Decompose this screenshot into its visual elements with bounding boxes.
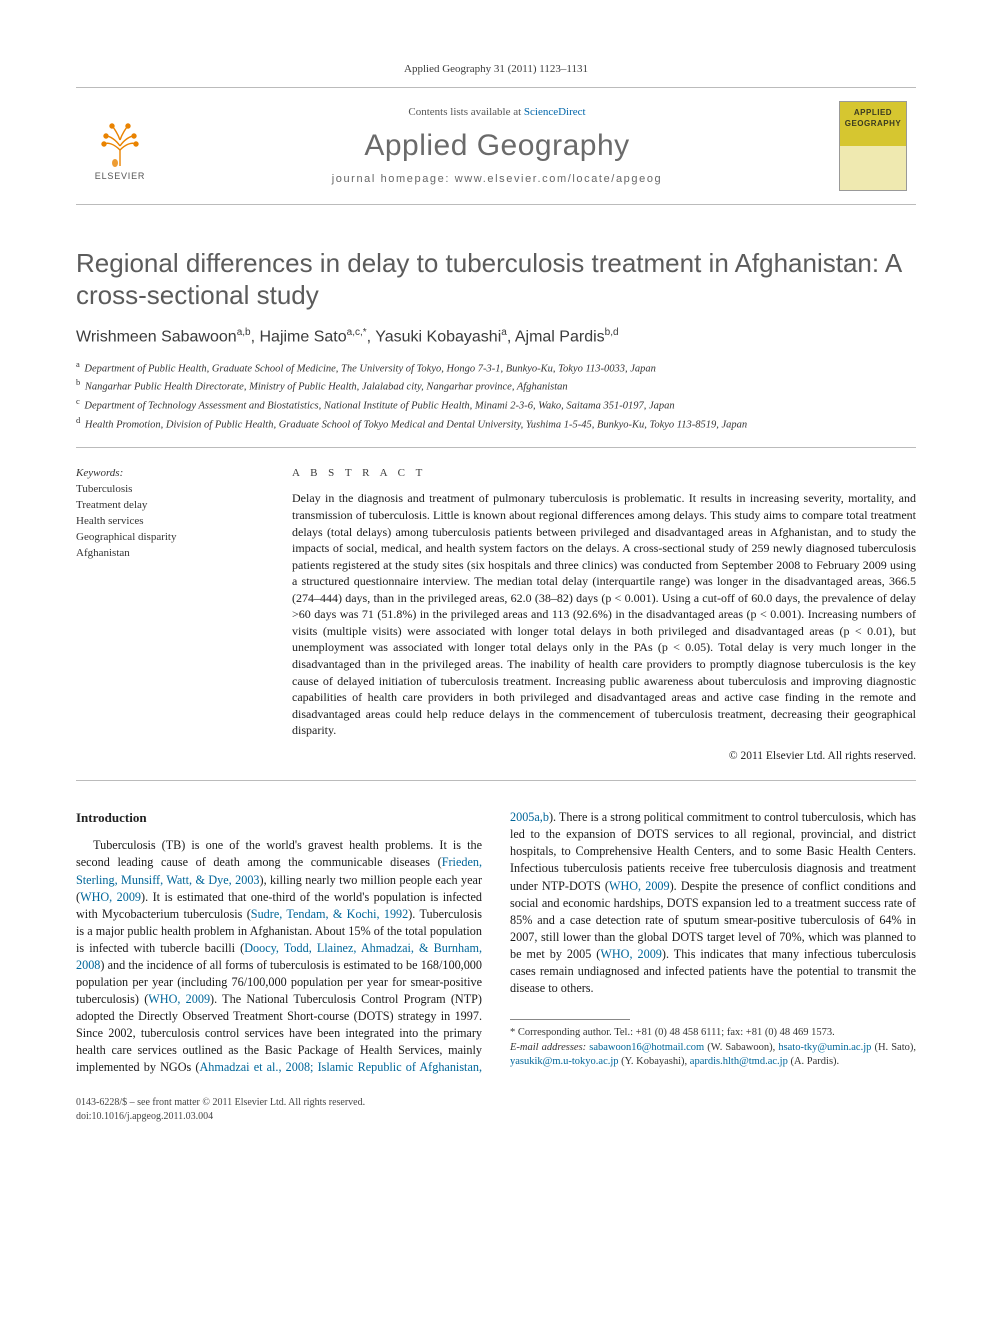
sciencedirect-link[interactable]: ScienceDirect — [524, 106, 586, 118]
abstract-copyright: © 2011 Elsevier Ltd. All rights reserved… — [292, 749, 916, 765]
body-two-column: Introduction Tuberculosis (TB) is one of… — [76, 809, 916, 1076]
keyword-item: Afghanistan — [76, 546, 264, 562]
citation-sudre-1992[interactable]: Sudre, Tendam, & Kochi, 1992 — [251, 907, 408, 921]
author-list: Wrishmeen Sabawoona,b, Hajime Satoa,c,*,… — [76, 326, 916, 348]
journal-cover-thumbnail: APPLIED GEOGRAPHY — [839, 101, 907, 191]
legal-footer: 0143-6228/$ – see front matter © 2011 El… — [76, 1096, 916, 1124]
email-link[interactable]: sabawoon16@hotmail.com — [589, 1042, 704, 1053]
abstract-text: Delay in the diagnosis and treatment of … — [292, 490, 916, 738]
contents-prefix: Contents lists available at — [408, 106, 523, 118]
corresponding-tel-fax: * Corresponding author. Tel.: +81 (0) 48… — [510, 1026, 916, 1041]
footnote-separator — [510, 1019, 630, 1020]
keyword-item: Treatment delay — [76, 498, 264, 514]
email-link[interactable]: apardis.hlth@tmd.ac.jp — [690, 1056, 788, 1067]
email-link[interactable]: hsato-tky@umin.ac.jp — [778, 1042, 871, 1053]
elsevier-logo: ELSEVIER — [88, 120, 152, 198]
header-citation: Applied Geography 31 (2011) 1123–1131 — [76, 62, 916, 77]
affiliations-block: a Department of Public Health, Graduate … — [76, 358, 916, 433]
affiliation-line: b Nangarhar Public Health Directorate, M… — [76, 376, 916, 395]
section-heading-introduction: Introduction — [76, 809, 482, 827]
email-link[interactable]: yasukik@m.u-tokyo.ac.jp — [510, 1056, 619, 1067]
publisher-logo-block: ELSEVIER — [76, 88, 164, 204]
article-title: Regional differences in delay to tubercu… — [76, 247, 916, 312]
citation-who-2009b[interactable]: WHO, 2009 — [148, 992, 210, 1006]
abstract-heading: A B S T R A C T — [292, 466, 916, 481]
keyword-item: Geographical disparity — [76, 530, 264, 546]
affiliation-line: c Department of Technology Assessment an… — [76, 395, 916, 414]
cover-title-2: GEOGRAPHY — [845, 119, 902, 130]
keywords-column: Keywords: TuberculosisTreatment delayHea… — [76, 466, 264, 765]
citation-who-2009c[interactable]: WHO, 2009 — [609, 879, 670, 893]
abstract-block: Keywords: TuberculosisTreatment delayHea… — [76, 466, 916, 782]
citation-who-2009a[interactable]: WHO, 2009 — [80, 890, 141, 904]
journal-name: Applied Geography — [164, 126, 830, 167]
keywords-heading: Keywords: — [76, 466, 264, 481]
keyword-item: Health services — [76, 514, 264, 530]
citation-who-2009d[interactable]: WHO, 2009 — [600, 947, 662, 961]
journal-masthead: ELSEVIER Contents lists available at Sci… — [76, 87, 916, 205]
doi: doi:10.1016/j.apgeog.2011.03.004 — [76, 1110, 916, 1124]
journal-homepage-line: journal homepage: www.elsevier.com/locat… — [164, 172, 830, 187]
homepage-prefix: journal homepage: — [332, 173, 455, 185]
email-addresses-label: E-mail addresses: — [510, 1042, 589, 1053]
affiliation-line: d Health Promotion, Division of Public H… — [76, 414, 916, 433]
keyword-item: Tuberculosis — [76, 482, 264, 498]
affiliation-line: a Department of Public Health, Graduate … — [76, 358, 916, 377]
corresponding-author-block: * Corresponding author. Tel.: +81 (0) 48… — [510, 1026, 916, 1070]
elsevier-tree-icon — [96, 120, 144, 168]
homepage-url: www.elsevier.com/locate/apgeog — [455, 173, 663, 185]
contents-lists-line: Contents lists available at ScienceDirec… — [164, 105, 830, 120]
issn-copyright: 0143-6228/$ – see front matter © 2011 El… — [76, 1096, 916, 1110]
corresponding-emails: E-mail addresses: sabawoon16@hotmail.com… — [510, 1041, 916, 1070]
divider-top — [76, 447, 916, 448]
publisher-name: ELSEVIER — [95, 170, 145, 182]
cover-title-1: APPLIED — [854, 108, 892, 119]
